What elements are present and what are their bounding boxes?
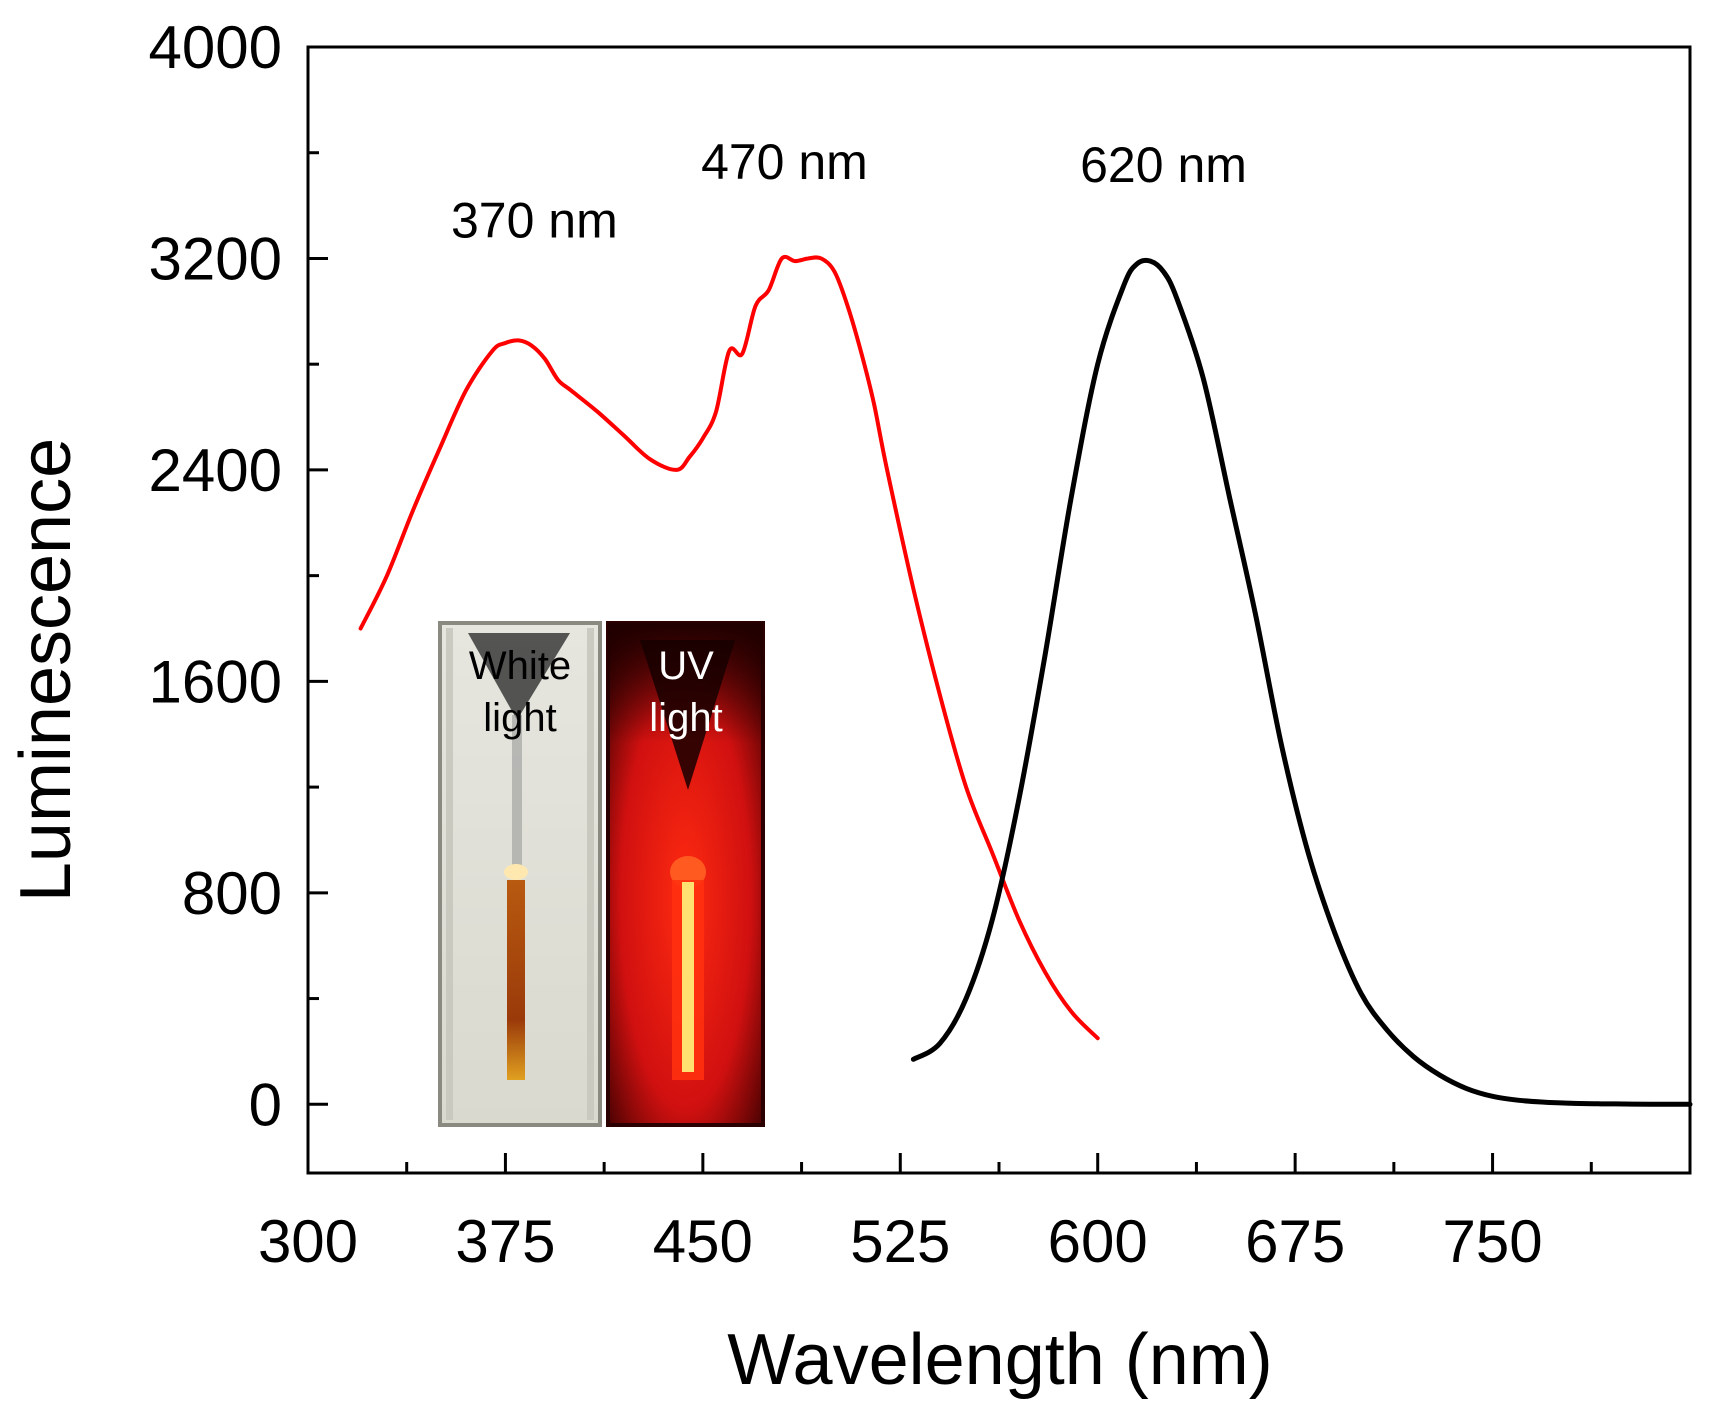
inset-uv-light: UV light <box>606 621 765 1127</box>
y-tick-label-1600: 1600 <box>149 648 282 715</box>
uv-light-label-line2: light <box>649 696 722 740</box>
x-tick-label-450: 450 <box>653 1208 753 1275</box>
x-tick-label-300: 300 <box>258 1208 358 1275</box>
x-tick-labels: 300 375 450 525 600 675 750 <box>258 1208 1543 1275</box>
white-light-label-line1: White <box>469 644 571 688</box>
series-line-emission <box>910 257 1693 1107</box>
y-tick-label-4000: 4000 <box>149 14 282 81</box>
y-axis-title: Luminescence <box>6 438 86 902</box>
x-axis-title: Wavelength (nm) <box>727 1320 1273 1400</box>
peak-label-370: 370 nm <box>451 192 618 248</box>
x-tick-label-675: 675 <box>1245 1208 1345 1275</box>
inset-white-light: White light <box>438 621 602 1127</box>
peak-label-470: 470 nm <box>701 134 868 190</box>
y-tick-label-800: 800 <box>182 860 282 927</box>
white-light-label-line2: light <box>483 696 556 740</box>
peak-label-620: 620 nm <box>1080 137 1247 193</box>
y-tick-label-2400: 2400 <box>149 437 282 504</box>
x-tick-label-750: 750 <box>1443 1208 1543 1275</box>
uv-light-label-line1: UV <box>658 644 714 688</box>
y-tick-labels: 0 800 1600 2400 3200 4000 <box>149 14 282 1138</box>
y-tick-label-3200: 3200 <box>149 225 282 292</box>
series-line-excitation <box>358 254 1100 1041</box>
x-tick-label-600: 600 <box>1048 1208 1148 1275</box>
y-tick-label-0: 0 <box>249 1071 282 1138</box>
x-axis-ticks <box>306 1153 1692 1173</box>
inset-photos: White light UV light <box>438 621 765 1127</box>
x-tick-label-375: 375 <box>455 1208 555 1275</box>
y-axis-ticks <box>308 45 328 1106</box>
x-tick-label-525: 525 <box>850 1208 950 1275</box>
